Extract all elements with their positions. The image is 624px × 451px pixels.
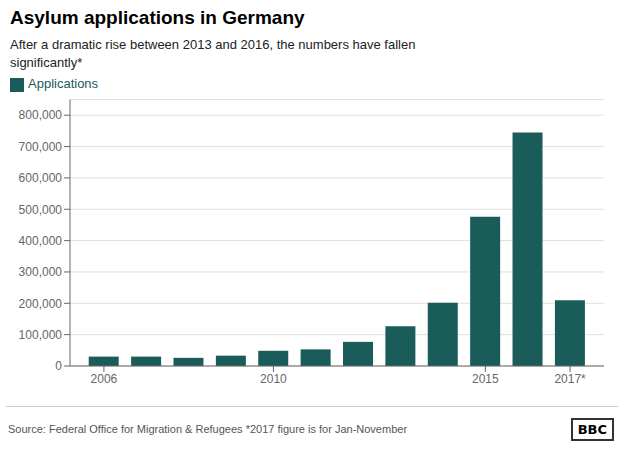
html-text:Applications: Applications [28,76,99,91]
svg-text:500,000: 500,000 [19,203,63,217]
svg-text:700,000: 700,000 [19,140,63,154]
svg-text:2010: 2010 [260,372,287,386]
svg-text:2015: 2015 [472,372,499,386]
svg-text:400,000: 400,000 [19,234,63,248]
svg-text:600,000: 600,000 [19,171,63,185]
html-text:After a dramatic rise between: After a dramatic rise between 2013 and 2… [10,37,416,52]
html-text:Source: Federal Office for Mig: Source: Federal Office for Migration & R… [8,423,407,435]
svg-text:0: 0 [55,359,62,373]
svg-text:200,000: 200,000 [19,297,63,311]
html-text:Asylum applications in Germany: Asylum applications in Germany [10,7,305,28]
svg-text:2006: 2006 [91,372,118,386]
svg-text:2017*: 2017* [554,372,586,386]
svg-text:300,000: 300,000 [19,265,63,279]
svg-text:800,000: 800,000 [19,108,63,122]
html-text:BBC: BBC [577,421,607,437]
svg-text:100,000: 100,000 [19,328,63,342]
html-text:significantly*: significantly* [10,55,83,70]
